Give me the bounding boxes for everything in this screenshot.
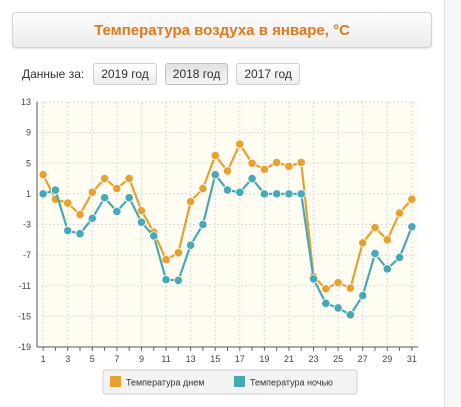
- data-point: [345, 310, 356, 320]
- x-tick-label: 29: [382, 354, 392, 364]
- data-point: [272, 157, 282, 168]
- data-point: [222, 185, 233, 195]
- data-point: [259, 189, 269, 199]
- y-tick-label: -15: [18, 311, 31, 321]
- data-point: [247, 158, 257, 168]
- data-point: [124, 173, 134, 184]
- x-tick-label: 17: [235, 354, 245, 364]
- x-tick-label: 11: [161, 354, 170, 364]
- y-tick-label: 9: [26, 128, 31, 138]
- x-tick-label: 9: [139, 354, 144, 364]
- data-point: [186, 196, 196, 207]
- x-tick-label: 27: [358, 354, 368, 364]
- data-point: [198, 219, 208, 230]
- data-point: [222, 166, 233, 176]
- data-point: [87, 187, 97, 197]
- data-point: [149, 231, 159, 241]
- x-tick-label: 7: [114, 354, 119, 364]
- data-point: [112, 206, 122, 217]
- period-selector: Данные за: 2019 год 2018 год 2017 год: [22, 62, 308, 86]
- data-point: [370, 248, 380, 259]
- data-point: [333, 303, 343, 313]
- data-point: [210, 150, 220, 161]
- page-right-edge: [444, 0, 461, 407]
- data-point: [394, 208, 405, 218]
- data-point: [370, 222, 380, 233]
- y-tick-label: -7: [23, 250, 31, 260]
- x-tick-label: 13: [186, 354, 196, 364]
- data-point: [87, 213, 97, 223]
- data-point: [284, 161, 294, 171]
- period-label: Данные за:: [22, 67, 85, 81]
- x-tick-label: 3: [65, 354, 70, 364]
- x-tick-label: 25: [333, 354, 343, 364]
- x-tick-label: 21: [284, 354, 294, 364]
- data-point: [63, 198, 73, 208]
- x-tick-label: 15: [210, 354, 220, 364]
- data-point: [259, 164, 269, 174]
- data-point: [235, 139, 245, 149]
- data-point: [50, 185, 61, 195]
- x-tick-label: 1: [41, 354, 46, 364]
- data-point: [296, 189, 306, 199]
- data-point: [382, 264, 392, 274]
- data-point: [136, 217, 147, 227]
- data-point: [358, 291, 368, 301]
- year-button-2019[interactable]: 2019 год: [93, 63, 157, 85]
- data-point: [321, 284, 331, 294]
- data-point: [382, 235, 392, 245]
- data-point: [63, 226, 73, 236]
- y-tick-label: 1: [26, 189, 31, 199]
- year-button-2018[interactable]: 2018 год: [164, 63, 229, 85]
- data-point: [173, 248, 183, 258]
- data-point: [407, 222, 417, 232]
- data-point: [186, 240, 196, 250]
- legend-box: [102, 369, 358, 395]
- legend-swatch-1: [110, 376, 121, 387]
- data-point: [358, 238, 368, 248]
- y-tick-label: -19: [18, 342, 31, 352]
- chart-title-bar: Температура воздуха в январе, °C: [12, 12, 432, 48]
- data-point: [321, 298, 331, 308]
- legend-label-1: Температура днем: [126, 378, 204, 388]
- data-point: [38, 189, 48, 199]
- y-tick-label: 5: [26, 158, 31, 168]
- data-point: [210, 170, 220, 180]
- data-point: [407, 194, 417, 204]
- data-point: [394, 252, 405, 263]
- data-point: [112, 183, 122, 194]
- data-point: [173, 275, 183, 285]
- data-point: [198, 183, 208, 194]
- data-point: [38, 170, 48, 180]
- x-tick-label: 31: [407, 354, 417, 364]
- data-point: [161, 275, 171, 285]
- data-point: [99, 173, 110, 184]
- y-tick-label: 13: [21, 97, 31, 107]
- data-point: [75, 209, 85, 220]
- data-point: [333, 278, 343, 288]
- data-point: [124, 193, 134, 203]
- data-point: [296, 157, 306, 168]
- y-tick-label: -11: [19, 281, 31, 291]
- chart-title: Температура воздуха в январе, °C: [94, 21, 350, 39]
- data-point: [136, 206, 147, 216]
- data-point: [308, 274, 319, 284]
- y-tick-label: -3: [23, 220, 31, 230]
- x-tick-label: 5: [90, 354, 95, 364]
- data-point: [99, 193, 110, 203]
- x-tick-label: 19: [259, 354, 269, 364]
- data-point: [345, 283, 356, 293]
- data-point: [284, 189, 294, 199]
- legend-swatch-2: [234, 376, 245, 387]
- data-point: [75, 229, 85, 239]
- data-point: [272, 189, 282, 199]
- x-tick-label: 23: [309, 354, 319, 364]
- year-button-2017[interactable]: 2017 год: [236, 63, 300, 85]
- data-point: [235, 187, 245, 197]
- data-point: [247, 173, 257, 184]
- data-point: [161, 255, 171, 265]
- legend-label-2: Температура ночью: [250, 378, 333, 388]
